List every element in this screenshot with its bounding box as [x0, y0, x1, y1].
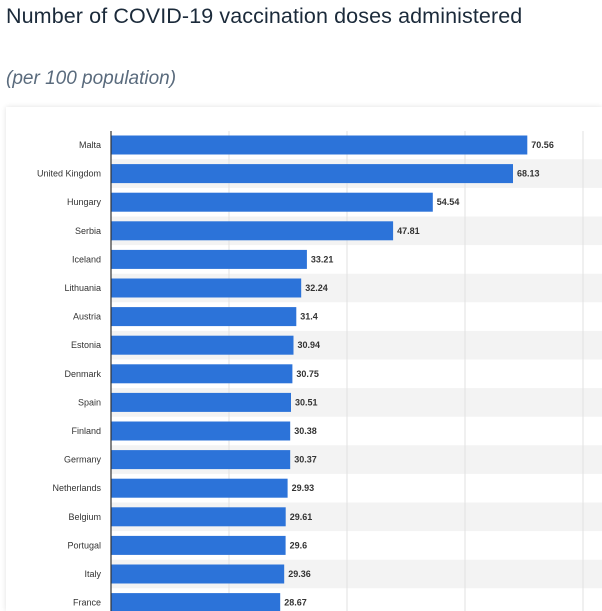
value-label: 29.6 [290, 540, 308, 550]
bar-italy [111, 564, 285, 584]
bar-malta [111, 135, 528, 155]
chart-panel: Malta 70.56 United Kingdom 68.13 Hungary 54.5… [6, 107, 602, 611]
bar-france [111, 593, 281, 611]
category-label: Iceland [72, 254, 101, 264]
chart-subtitle: (per 100 population) [6, 68, 177, 89]
bar-hungary [111, 192, 433, 212]
value-label: 29.61 [290, 512, 313, 522]
value-label: 33.21 [311, 254, 334, 264]
category-label: Italy [84, 569, 101, 579]
value-label: 30.75 [296, 369, 319, 379]
chart-title: Number of COVID-19 vaccination doses adm… [6, 4, 523, 28]
bar-austria [111, 307, 297, 327]
category-label: Germany [64, 455, 102, 465]
category-label: Serbia [75, 226, 101, 236]
category-label: Malta [79, 140, 101, 150]
bar-denmark [111, 364, 293, 384]
category-label: Portugal [67, 540, 101, 550]
value-label: 47.81 [397, 226, 420, 236]
category-label: Denmark [64, 369, 101, 379]
value-label: 29.36 [288, 569, 311, 579]
bar-spain [111, 392, 291, 412]
value-label: 30.37 [294, 455, 317, 465]
bar-belgium [111, 507, 286, 527]
value-label: 68.13 [517, 169, 540, 179]
bar-chart: Malta 70.56 United Kingdom 68.13 Hungary 54.5… [37, 131, 602, 611]
category-label: France [73, 598, 101, 608]
bar-serbia [111, 221, 394, 241]
bar-estonia [111, 335, 294, 355]
category-label: Austria [73, 312, 101, 322]
category-label: Spain [78, 397, 101, 407]
value-label: 28.67 [284, 598, 307, 608]
category-label: Hungary [67, 197, 102, 207]
value-label: 30.51 [295, 397, 318, 407]
bar-iceland [111, 249, 307, 269]
category-label: Estonia [71, 340, 101, 350]
bar-finland [111, 421, 291, 441]
value-label: 30.38 [294, 426, 317, 436]
bar-united-kingdom [111, 164, 513, 184]
value-label: 54.54 [437, 197, 460, 207]
category-label: Belgium [68, 512, 101, 522]
bar-netherlands [111, 478, 288, 498]
category-label: Lithuania [64, 283, 101, 293]
bar-germany [111, 450, 291, 470]
bar-lithuania [111, 278, 302, 298]
value-label: 29.93 [292, 483, 315, 493]
category-label: United Kingdom [37, 169, 101, 179]
category-label: Finland [71, 426, 101, 436]
value-label: 30.94 [298, 340, 321, 350]
value-label: 32.24 [305, 283, 328, 293]
value-label: 31.4 [300, 312, 318, 322]
category-label: Netherlands [52, 483, 101, 493]
bar-portugal [111, 535, 286, 555]
value-label: 70.56 [531, 140, 554, 150]
